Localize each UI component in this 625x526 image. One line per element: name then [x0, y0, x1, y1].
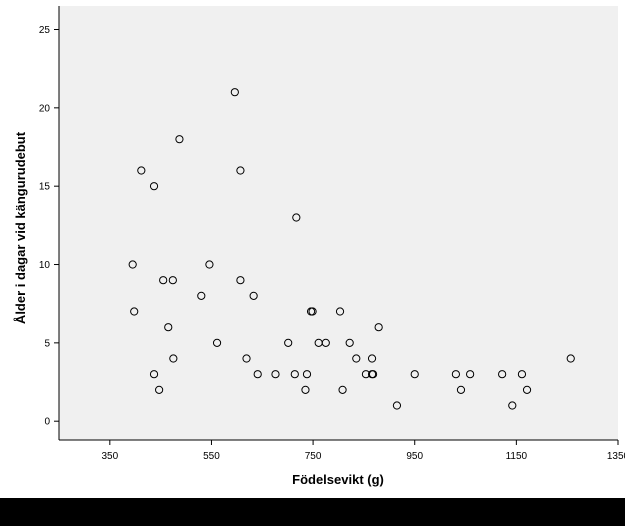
data-point	[197, 291, 206, 300]
data-point	[169, 354, 178, 363]
data-point	[236, 166, 245, 175]
data-point	[128, 260, 137, 269]
data-point	[159, 276, 168, 285]
x-tick-label: 1150	[506, 451, 528, 462]
y-tick-label: 20	[39, 103, 51, 114]
data-point	[374, 323, 383, 332]
data-point	[130, 307, 139, 316]
data-point	[345, 338, 354, 347]
plot-area	[59, 6, 618, 440]
data-point	[352, 354, 361, 363]
data-point	[517, 370, 527, 379]
data-point	[367, 354, 377, 363]
data-point	[321, 338, 330, 347]
bottom-black-bar	[0, 498, 625, 526]
data-point	[155, 385, 164, 394]
y-tick-label: 15	[39, 182, 51, 193]
data-point	[212, 338, 222, 347]
data-point	[308, 307, 317, 316]
y-tick-label: 0	[44, 417, 50, 428]
data-point	[168, 276, 177, 285]
data-point	[230, 88, 239, 97]
x-tick-label: 950	[406, 451, 423, 462]
x-tick-label: 750	[305, 451, 322, 462]
data-point	[175, 135, 184, 144]
data-point	[392, 401, 402, 410]
data-point	[338, 385, 347, 394]
y-axis-title: Ålder i dagar vid kängurudebut	[13, 131, 28, 324]
data-point	[410, 370, 419, 379]
data-point	[242, 354, 251, 363]
y-axis-ticks: 0 5 10 15 20 25	[39, 25, 59, 428]
data-point	[451, 370, 460, 379]
data-point	[335, 307, 345, 316]
data-point	[205, 260, 214, 269]
data-point	[284, 338, 293, 347]
data-point	[164, 323, 173, 332]
x-tick-label: 350	[101, 451, 118, 462]
data-point	[236, 276, 245, 285]
data-point	[522, 385, 532, 394]
data-point	[249, 291, 258, 300]
data-point	[368, 370, 378, 379]
data-point	[301, 385, 310, 394]
x-tick-label: 550	[203, 451, 220, 462]
data-point	[566, 354, 575, 363]
data-point	[290, 370, 299, 379]
y-tick-label: 5	[44, 338, 50, 349]
data-point	[271, 370, 280, 379]
data-point	[508, 401, 517, 410]
data-point	[137, 166, 146, 175]
data-point	[456, 385, 466, 394]
data-point	[149, 182, 159, 191]
data-point	[466, 370, 475, 379]
x-axis-title: Födelsevikt (g)	[292, 472, 384, 487]
data-points	[128, 88, 575, 410]
data-point	[302, 370, 312, 379]
data-point	[253, 370, 262, 379]
data-point	[292, 213, 301, 222]
data-point	[149, 370, 159, 379]
y-tick-label: 25	[39, 25, 51, 36]
data-point	[498, 370, 507, 379]
y-tick-label: 10	[39, 260, 51, 271]
